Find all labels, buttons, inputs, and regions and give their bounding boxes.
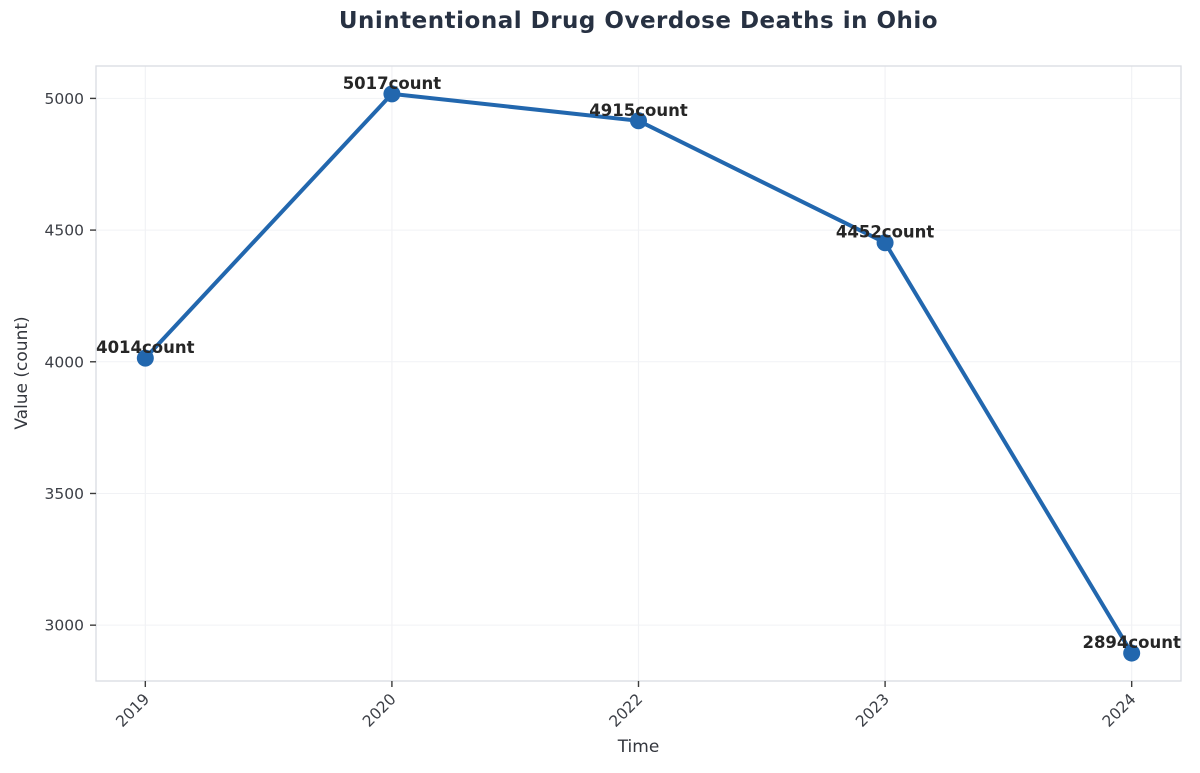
y-axis-title: Value (count) — [12, 316, 32, 430]
x-axis-title: Time — [617, 737, 660, 757]
y-tick-label: 4000 — [45, 353, 84, 371]
y-tick-label: 3000 — [45, 617, 84, 635]
x-tick-label: 2019 — [113, 690, 154, 731]
data-point — [136, 349, 154, 367]
data-point — [876, 234, 894, 252]
x-tick-label: 2020 — [359, 690, 400, 731]
data-point-label: 5017count — [343, 74, 442, 93]
data-point — [630, 112, 647, 130]
x-tick-label: 2022 — [606, 690, 647, 731]
data-point-label: 4014count — [96, 338, 195, 357]
x-tick-label: 2023 — [852, 690, 893, 731]
y-tick-label: 4500 — [45, 222, 84, 240]
data-point-label: 4452count — [836, 223, 935, 242]
y-tick-label: 5000 — [45, 90, 84, 108]
data-point — [383, 85, 401, 103]
chart-title: Unintentional Drug Overdose Deaths in Oh… — [338, 8, 939, 34]
x-tick-label: 2024 — [1099, 690, 1140, 731]
data-point — [1123, 644, 1141, 662]
data-point-label: 2894count — [1082, 633, 1181, 652]
data-point-label: 4915count — [589, 101, 688, 120]
y-tick-label: 3500 — [45, 485, 84, 503]
